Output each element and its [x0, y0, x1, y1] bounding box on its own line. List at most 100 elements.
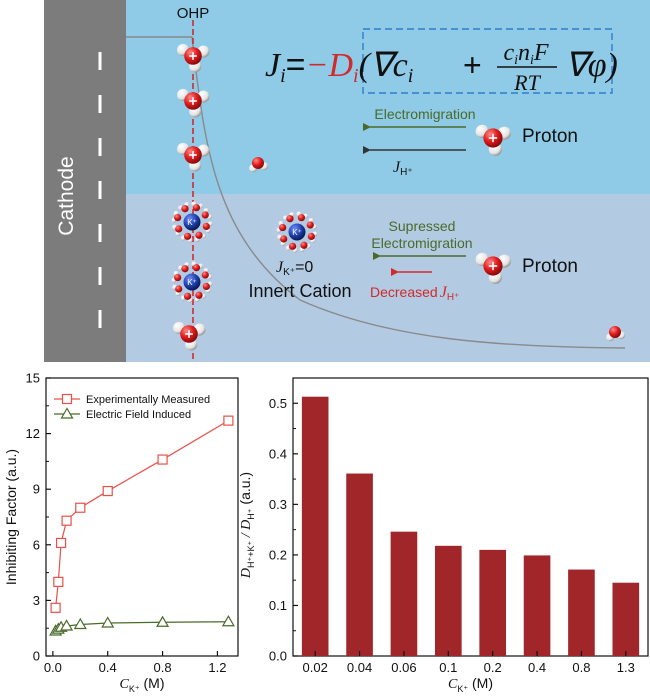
hydrated-potassium-inert: K⁺: [276, 211, 318, 253]
hydrated-potassium-1: K⁺: [171, 201, 213, 243]
bar-0.04: [346, 473, 373, 656]
svg-text:ciniF: ciniF: [503, 40, 548, 68]
eq-equals: =: [286, 46, 306, 84]
bar-0.02: [301, 396, 329, 656]
diffusion-equation: Ji=−Di(∇ci + ciniF RT ∇φ): [265, 40, 618, 95]
bar-0.4: [523, 555, 551, 656]
left-point-triangle: [156, 615, 170, 627]
eq-grad-c: (∇c: [359, 47, 408, 84]
svg-text:Ji=−Di(∇ci: Ji=−Di(∇ci: [265, 46, 413, 87]
eq-num-f: F: [533, 40, 549, 66]
cathode-plate: [44, 0, 126, 362]
cathode-label: Cathode: [55, 156, 78, 235]
hydrated-potassium-2: K⁺: [171, 261, 213, 303]
right-ytick-label: 0.2: [269, 547, 287, 562]
right-xtick-label: 0.1: [439, 660, 457, 675]
left-xlabel: CK⁺ (M): [120, 675, 165, 694]
eq-minus-d: −D: [306, 47, 354, 84]
electromigration-label: Electromigration: [374, 106, 475, 122]
water-molecule-upper: [249, 157, 268, 173]
hydronium-ohp-4: [173, 321, 206, 351]
left-point-square: [55, 537, 67, 549]
right-xtick-label: 0.02: [303, 660, 328, 675]
left-xtick-label: 0.0: [44, 660, 62, 675]
left-point-square: [50, 602, 61, 613]
left-point-square: [102, 485, 113, 497]
left-point-triangle: [221, 615, 235, 627]
right-ytick-label: 0.5: [269, 396, 287, 411]
equation-highlight-box: [362, 28, 613, 94]
right-ylabel: DH⁺+K⁺ / DH⁺ (a.u.): [237, 472, 256, 579]
left-ylabel: Inhibiting Factor (a.u.): [3, 449, 19, 585]
inert-cation-label: Innert Cation: [248, 281, 351, 301]
bar-0.06: [390, 531, 418, 656]
eq-den: RT: [513, 70, 541, 95]
decreased-flux-label: Decreased JH⁺: [370, 284, 459, 303]
upper-region: [44, 0, 650, 194]
supressed-label-line2: Electromigration: [371, 235, 472, 251]
eq-num-c: c: [503, 40, 514, 66]
left-point-square: [223, 415, 234, 426]
right-xlabel: CK⁺ (M): [448, 675, 493, 694]
water-molecule-lower: [606, 326, 625, 342]
bar-0.8: [568, 569, 595, 656]
left-point-triangle: [60, 619, 74, 631]
right-xtick-label: 0.04: [347, 660, 372, 675]
schematic-panel: Cathode OHP Ji=−Di(∇ci + ciniF RT ∇φ) El…: [44, 0, 650, 362]
left-point-square: [157, 454, 168, 465]
right-ytick-label: 0.0: [269, 649, 287, 664]
k-ion-label: K⁺: [187, 278, 197, 287]
bar-1.3: [612, 582, 640, 656]
right-ytick-label: 0.3: [269, 497, 287, 512]
hydronium-lower-free: [475, 252, 511, 284]
right-plot-frame: [292, 377, 649, 657]
left-ytick-label: 9: [33, 482, 40, 497]
upper-flux-label: JH⁺: [393, 159, 413, 178]
eq-j: J: [265, 47, 282, 84]
hydronium-ohp-1: [177, 43, 210, 73]
left-ytick-label: 3: [33, 593, 40, 608]
concentration-curve: [126, 36, 626, 349]
right-xtick-label: 0.4: [528, 660, 546, 675]
eq-num-n: n: [518, 40, 530, 66]
left-point-square: [53, 576, 64, 587]
right-xtick-label: 0.2: [484, 660, 502, 675]
right-xtick-label: 0.06: [391, 660, 416, 675]
eq-plus: +: [463, 47, 482, 83]
right-ytick-label: 0.4: [269, 446, 287, 461]
eq-c-sub: i: [408, 65, 414, 87]
eq-j-sub: i: [280, 65, 286, 87]
lower-proton-label: Proton: [522, 256, 578, 277]
left-xtick-label: 0.4: [99, 660, 117, 675]
right-ytick-label: 0.1: [269, 598, 287, 613]
right-xtick-label: 0.8: [572, 660, 590, 675]
k-ion-label: K⁺: [187, 218, 197, 227]
left-ytick-label: 0: [33, 649, 40, 664]
left-legend: Experimentally Measured Electric Field In…: [54, 393, 210, 421]
upper-proton-label: Proton: [522, 126, 578, 147]
left-point-square: [75, 502, 86, 513]
lower-region: [44, 194, 650, 362]
hydronium-upper-free: [475, 124, 511, 156]
left-series-line-0: [55, 420, 229, 608]
eq-num-c-sub: i: [514, 53, 518, 68]
left-point-triangle: [101, 616, 115, 628]
k-ion-label: K⁺: [292, 228, 302, 237]
molecules: K⁺ K⁺ K⁺: [171, 43, 625, 351]
right-xtick-label: 1.3: [617, 660, 635, 675]
hydronium-ohp-3: [177, 142, 210, 172]
left-ytick-label: 12: [26, 426, 40, 441]
left-ytick-label: 15: [26, 371, 40, 386]
ohp-label: OHP: [177, 5, 210, 22]
eq-grad-phi: ∇φ): [565, 47, 618, 84]
bar-0.2: [479, 549, 506, 656]
left-legend-label: Experimentally Measured: [86, 394, 210, 406]
supressed-label-line1: Supressed: [389, 218, 456, 234]
hydronium-ohp-2: [177, 88, 210, 118]
diffusion-ratio-chart: 0.0 0.1 0.2 0.3 0.4 0.5 0.02 0.04 0.06 0.1 0.2 0.4 0…: [237, 377, 649, 694]
left-xtick-label: 0.8: [154, 660, 172, 675]
left-xtick-label: 1.2: [208, 660, 226, 675]
eq-num-n-sub: i: [530, 53, 534, 68]
left-ytick-label: 6: [33, 537, 40, 552]
